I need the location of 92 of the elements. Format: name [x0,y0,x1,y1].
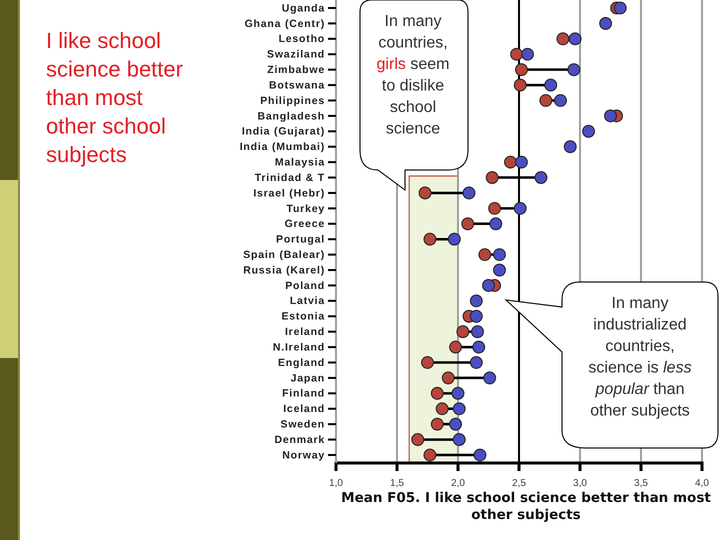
y-tick-label: Israel (Hebr) [253,187,325,200]
point [448,232,461,246]
point [471,325,484,338]
point [411,433,424,446]
x-tick-label: 3,0 [573,478,588,489]
point [449,340,462,354]
y-tick-label: India (Gujarat) [242,126,325,138]
point [486,171,499,184]
point [567,63,580,76]
x-tick-label: 3,5 [634,478,648,489]
point [452,402,466,416]
point [470,294,483,308]
y-tick-label: Ghana (Centr) [244,18,325,30]
point [599,17,612,30]
y-tick-label: Russia (Karel) [243,264,325,276]
point [514,202,527,215]
y-tick-label: Latvia [290,295,325,308]
point [515,63,528,76]
y-tick-label: N.Ireland [272,341,325,354]
y-tick-label: Swaziland [267,48,325,61]
x-tick-label: 2,0 [451,478,466,489]
point [461,217,474,230]
point [510,48,523,61]
point [418,186,432,200]
y-tick-label: Malaysia [274,156,325,168]
point [582,124,595,138]
y-tick-label: Philippines [260,94,325,107]
point [478,248,492,262]
y-tick-label: Lesotho [278,33,325,46]
y-tick-label: Bangladesh [257,110,325,122]
point [452,433,466,446]
point [556,32,570,46]
y-tick-label: Japan [290,372,325,384]
point [604,109,617,122]
y-tick-label: Sweden [280,418,325,431]
y-tick-label: Ireland [284,326,325,338]
point [521,48,534,61]
text: In many industrialized countries, science is less popular than other subjects [588,295,692,420]
point [452,386,464,400]
y-tick-label: Finland [282,388,325,400]
point [470,356,483,369]
point [442,372,455,384]
point [488,202,502,215]
point [430,418,444,431]
point [534,171,548,184]
point [456,325,470,338]
point [514,78,527,92]
point [424,448,436,462]
y-tick-label: Trinidad & T [254,172,325,184]
y-tick-label: Denmark [274,434,325,446]
point [436,402,449,416]
point [568,32,582,46]
x-tick-label: 2,5 [512,478,526,489]
point [472,340,486,354]
point [421,356,434,369]
y-tick-label: Turkey [286,202,325,215]
y-tick-label: India (Mumbai) [240,141,325,154]
point [489,217,502,230]
point [462,186,476,200]
point [424,232,436,246]
point [493,248,506,262]
point [482,279,495,292]
point [430,386,444,400]
point [449,418,462,431]
y-tick-label: Uganda [282,2,325,14]
x-tick-label: 1,0 [329,478,344,489]
point [544,78,558,92]
y-tick-label: Spain (Balear) [243,248,325,261]
y-tick-label: England [278,356,325,369]
point [474,448,486,462]
x-axis-title: Mean F05. I like school science better than most other subjects [341,490,712,523]
x-tick-label: 1,5 [390,478,404,489]
y-tick-label: Portugal [276,234,325,246]
point [554,94,567,107]
point [564,140,577,154]
text: I like school science better than most other school subjects [46,28,183,167]
y-tick-label: Zimbabwe [267,64,325,76]
text: In many countries, girls seem to dislike school science [376,13,450,138]
y-tick-label: Estonia [281,310,325,323]
y-tick-label: Greece [284,218,325,230]
point [614,2,627,14]
point [483,372,496,384]
point [539,94,552,107]
y-tick-label: Botswana [269,79,325,92]
y-tick-label: Poland [285,280,325,292]
y-tick-label: Norway [282,449,325,462]
point [504,156,517,169]
point [493,264,506,276]
x-tick-label: 4,0 [695,478,710,489]
point [515,156,528,169]
y-tick-label: Iceland [283,403,325,416]
point [470,310,483,323]
